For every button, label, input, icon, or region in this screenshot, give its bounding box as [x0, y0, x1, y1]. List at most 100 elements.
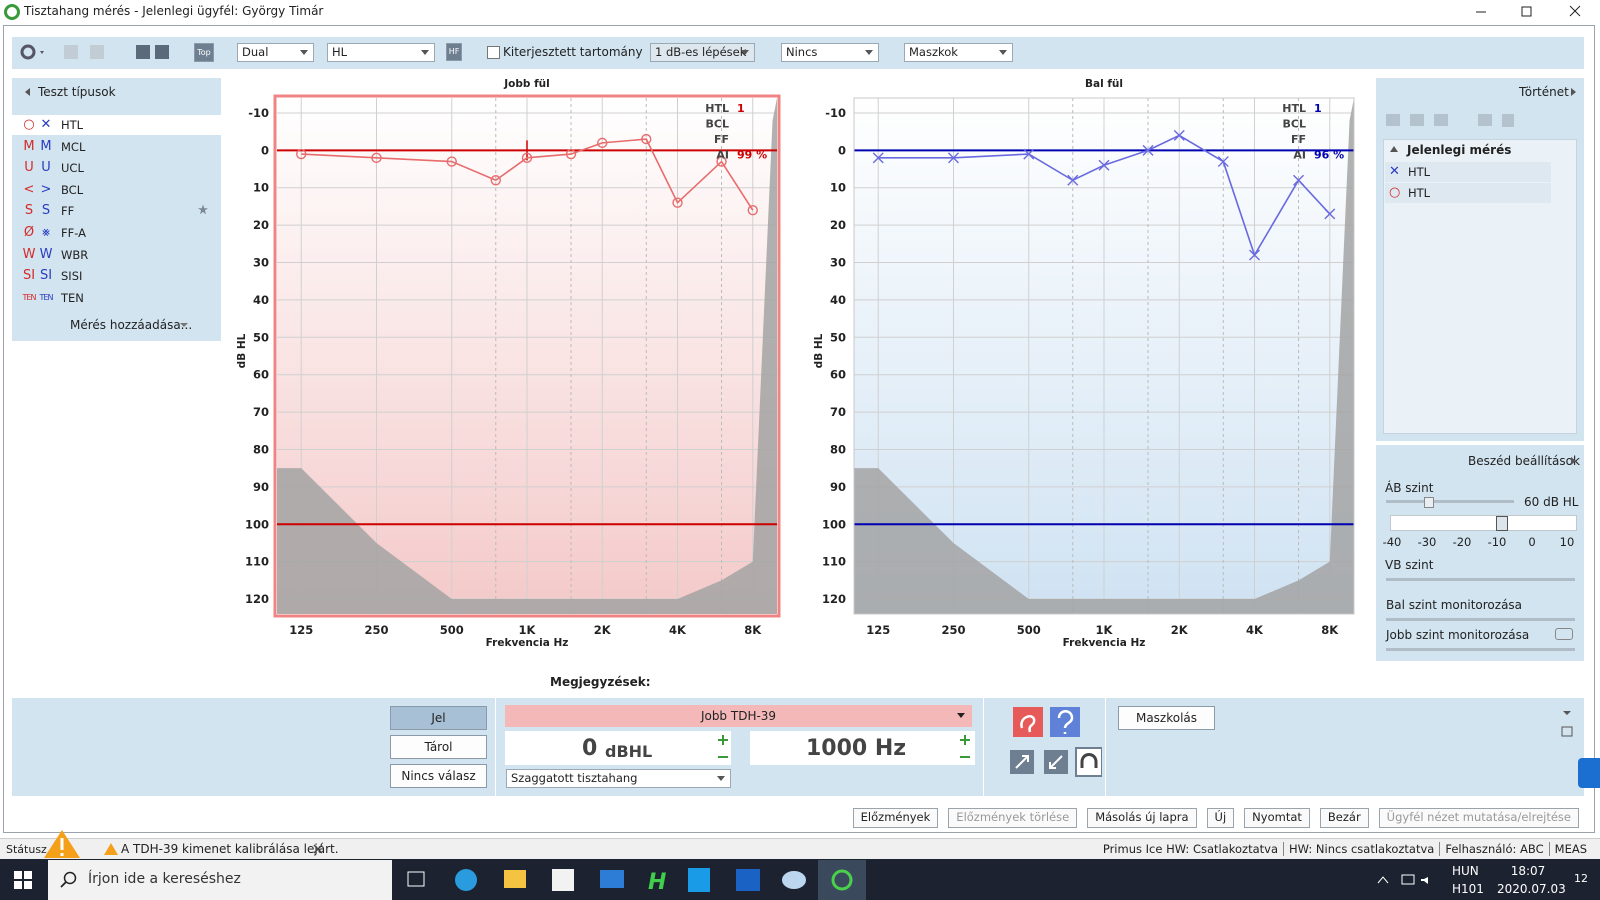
test-type-label[interactable]: HTL [61, 118, 84, 132]
hf-button[interactable]: HF [446, 43, 462, 61]
window-title: Tisztahang mérés - Jelenlegi ügyfél: Gyö… [24, 4, 324, 18]
clock-date[interactable]: 2020.07.03 [1497, 882, 1566, 896]
speech-title: Beszéd beállítások [1468, 454, 1580, 468]
scale-label: 10 [1559, 535, 1575, 549]
right-monitor-slider[interactable] [1386, 648, 1575, 651]
vb-slider[interactable] [1386, 578, 1575, 581]
action-button[interactable]: Előzmények [852, 808, 939, 828]
level-thumb[interactable] [1496, 516, 1508, 531]
masks-dropdown[interactable]: Maszkok [904, 43, 1013, 62]
clock-time[interactable]: 18:07 [1510, 864, 1546, 878]
test-type-label[interactable]: UCL [61, 161, 84, 176]
ab-slider[interactable] [1386, 500, 1514, 503]
checkbox[interactable] [487, 46, 500, 59]
side-tab[interactable] [1578, 758, 1600, 788]
history-label[interactable]: HTL [1408, 186, 1431, 200]
transducer[interactable]: Jobb TDH-39 [505, 705, 972, 727]
right-symbol: TEN [22, 292, 37, 302]
level-box [505, 731, 731, 765]
add-measurement[interactable]: Mérés hozzáadása... [70, 318, 193, 332]
scale-dropdown[interactable]: HL [327, 43, 435, 62]
scale-label: -20 [1452, 535, 1472, 549]
ab-thumb[interactable] [1424, 497, 1434, 508]
left-monitor-slider[interactable] [1386, 618, 1575, 621]
test-type-label[interactable]: SISI [61, 269, 83, 284]
status-item: HW: Nincs csatlakoztatva [1283, 842, 1439, 856]
link-icon[interactable] [1555, 628, 1573, 640]
history-row [1385, 162, 1551, 182]
vb-label: VB szint [1385, 558, 1434, 572]
level-unit: dBHL [605, 742, 653, 761]
left-symbol: S [41, 203, 51, 219]
signal-button[interactable]: Jel [390, 706, 487, 730]
warning-small [104, 843, 118, 855]
search-box[interactable] [48, 860, 392, 900]
action-button[interactable]: Bezár [1319, 808, 1369, 828]
ab-label: ÁB szint [1385, 481, 1434, 495]
top-button[interactable]: Top [194, 43, 214, 62]
level-scale[interactable] [1390, 515, 1577, 531]
panel-options[interactable] [1560, 708, 1576, 740]
store-button[interactable]: Tárol [390, 735, 487, 759]
left-symbol: ⨳ [41, 225, 51, 240]
action-button[interactable]: Új [1206, 808, 1235, 828]
speech-panel [1376, 445, 1584, 661]
right-symbol: M [23, 138, 35, 154]
level-stepper[interactable] [716, 732, 730, 764]
steps-dropdown[interactable]: 1 dB-es lépések [650, 43, 755, 62]
scale-label: -40 [1382, 535, 1402, 549]
toolbar-icons[interactable] [18, 42, 218, 64]
expand-arrow[interactable] [1570, 87, 1578, 97]
notification-count[interactable]: 12 [1574, 872, 1588, 885]
divider [983, 698, 984, 796]
left-symbol: TEN [39, 292, 54, 302]
taskbar-apps[interactable]: H [400, 860, 880, 900]
scale-label: 0 [1528, 535, 1536, 549]
tray-icons[interactable] [1376, 872, 1446, 888]
test-type-label[interactable]: FF [61, 204, 75, 219]
status-items: Primus Ice HW: Csatlakoztatva HW: Nincs c… [1098, 842, 1592, 856]
search-icon [60, 871, 77, 888]
action-button[interactable]: Ügyfél nézet mutatása/elrejtése [1378, 808, 1579, 828]
expand-arrow[interactable] [1570, 456, 1578, 466]
window-frame [3, 25, 1595, 833]
action-button[interactable]: Előzmények törlése [948, 808, 1078, 828]
divider [1105, 698, 1106, 796]
add-arrow [180, 323, 188, 327]
favorite-star [198, 204, 208, 215]
masking-dropdown[interactable]: Nincs [781, 43, 879, 62]
right-symbol: ○ [23, 117, 35, 132]
dismiss-warning[interactable] [313, 844, 323, 854]
test-type-label[interactable]: TEN [61, 290, 84, 305]
no-response-button[interactable]: Nincs válasz [390, 764, 487, 788]
scale-label: -10 [1487, 535, 1507, 549]
action-button[interactable]: Nyomtat [1244, 808, 1310, 828]
window-controls[interactable] [1460, 0, 1600, 24]
test-type-label[interactable]: BCL [61, 182, 84, 197]
panel-title: Teszt típusok [38, 85, 116, 99]
history-toolbar[interactable] [1384, 112, 1524, 130]
notes-label: Megjegyzések: [550, 675, 651, 689]
test-type-label[interactable]: FF-A [61, 226, 86, 240]
group-arrow[interactable] [1389, 145, 1399, 153]
history-symbol: ✕ [1389, 164, 1400, 179]
left-symbol: M [40, 138, 52, 154]
action-button[interactable]: Másolás új lapra [1087, 808, 1197, 828]
scale-label: -30 [1417, 535, 1437, 549]
tray-language[interactable]: HUN [1452, 864, 1479, 878]
stimulus-dropdown[interactable]: Szaggatott tisztahang [506, 769, 731, 788]
collapse-arrow[interactable] [24, 87, 32, 97]
history-label[interactable]: HTL [1408, 165, 1431, 179]
signal-icons[interactable] [1010, 706, 1102, 780]
right-symbol: S [24, 203, 34, 219]
tray-layout[interactable]: H101 [1452, 882, 1484, 896]
frequency-stepper[interactable] [958, 732, 972, 764]
test-type-label[interactable]: WBR [61, 247, 89, 262]
test-type-label[interactable]: MCL [61, 139, 86, 154]
mode-dropdown[interactable]: Dual [237, 43, 314, 62]
masking-button[interactable]: Maszkolás [1118, 706, 1215, 730]
right-symbol: W [22, 246, 36, 262]
app-icon [4, 4, 20, 20]
start-button[interactable] [14, 871, 32, 889]
